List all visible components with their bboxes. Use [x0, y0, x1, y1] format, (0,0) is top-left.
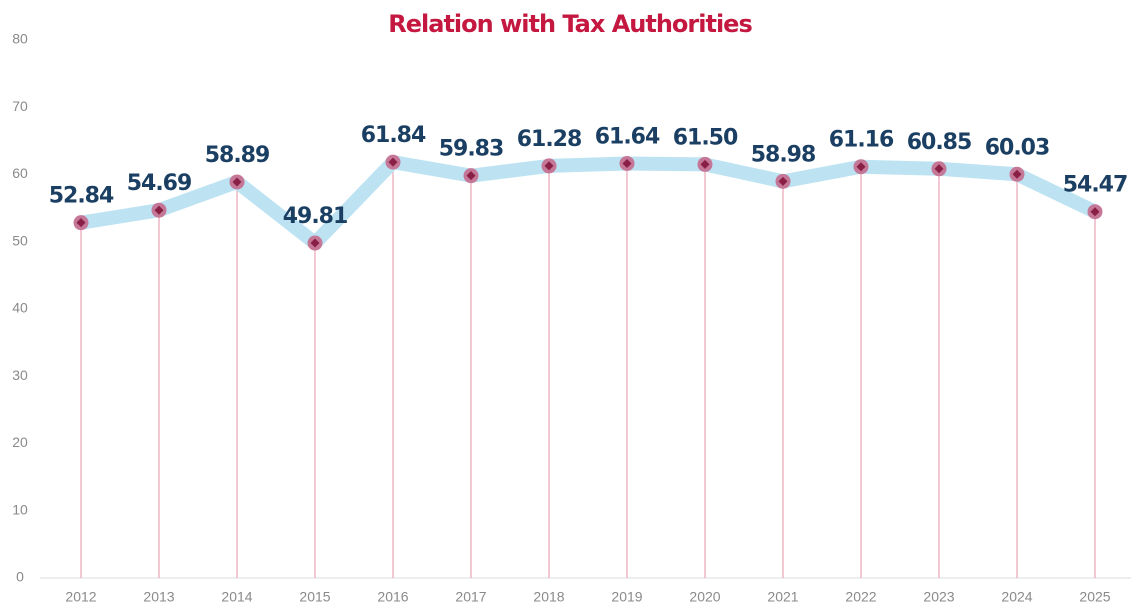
- value-label: 60.85: [907, 130, 972, 155]
- x-tick-label: 2021: [767, 589, 798, 605]
- value-label: 61.16: [829, 128, 894, 153]
- x-tick-label: 2023: [923, 589, 954, 605]
- value-label: 61.50: [673, 125, 738, 150]
- y-tick-label: 60: [12, 165, 28, 181]
- y-tick-label: 20: [12, 434, 28, 450]
- marker-diamond: [934, 164, 944, 174]
- value-label: 54.47: [1063, 173, 1128, 198]
- value-label: 61.64: [595, 124, 660, 149]
- x-tick-label: 2017: [455, 589, 486, 605]
- x-tick-label: 2019: [611, 589, 642, 605]
- marker-diamond: [76, 218, 86, 228]
- x-tick-label: 2013: [143, 589, 174, 605]
- y-tick-label: 70: [12, 98, 28, 114]
- x-tick-label: 2020: [689, 589, 720, 605]
- x-tick-label: 2025: [1079, 589, 1110, 605]
- marker-diamond: [466, 171, 476, 181]
- line: [74, 155, 1102, 251]
- marker-diamond: [154, 205, 164, 215]
- y-tick-label: 10: [12, 501, 28, 517]
- value-label: 61.84: [361, 123, 426, 148]
- y-tick-label: 80: [12, 31, 28, 47]
- x-tick-label: 2014: [221, 589, 252, 605]
- value-label: 52.84: [49, 184, 114, 209]
- marker-diamond: [232, 177, 242, 187]
- marker-diamond: [388, 157, 398, 167]
- x-tick-label: 2016: [377, 589, 408, 605]
- marker-diamond: [700, 159, 710, 169]
- value-label: 54.69: [127, 171, 192, 196]
- value-label: 58.89: [205, 143, 270, 168]
- value-label: 58.98: [751, 142, 816, 167]
- marker-diamond: [778, 176, 788, 186]
- y-tick-label: 50: [12, 232, 28, 248]
- chart-title: Relation with Tax Authorities: [388, 10, 752, 38]
- x-tick-label: 2015: [299, 589, 330, 605]
- marker-diamond: [1012, 169, 1022, 179]
- marker-diamond: [622, 158, 632, 168]
- marker-diamond: [310, 238, 320, 248]
- marker-diamond: [856, 162, 866, 172]
- marker-diamond: [544, 161, 554, 171]
- value-label: 59.83: [439, 137, 504, 162]
- value-label: 61.28: [517, 127, 582, 152]
- y-tick-label: 40: [12, 300, 28, 316]
- x-tick-label: 2012: [65, 589, 96, 605]
- y-tick-label: 0: [16, 569, 24, 585]
- x-tick-label: 2018: [533, 589, 564, 605]
- marker-diamond: [1090, 207, 1100, 217]
- x-tick-label: 2022: [845, 589, 876, 605]
- value-label: 60.03: [985, 135, 1050, 160]
- y-tick-label: 30: [12, 367, 28, 383]
- value-label: 49.81: [283, 204, 348, 229]
- x-tick-label: 2024: [1001, 589, 1032, 605]
